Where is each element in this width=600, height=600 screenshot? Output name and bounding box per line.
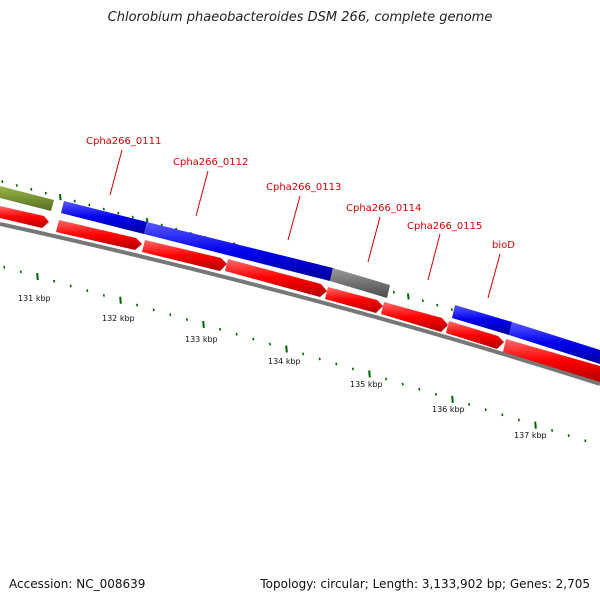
scale-tick bbox=[102, 294, 105, 297]
scale-label-136: 136 kbp bbox=[432, 405, 465, 414]
gene-blue-0111 bbox=[61, 201, 147, 234]
scale-label-133: 133 kbp bbox=[185, 335, 218, 344]
outer-tick bbox=[421, 299, 424, 303]
leader-biod bbox=[487, 253, 501, 299]
scale-tick bbox=[368, 370, 371, 378]
scale-label-132: 132 kbp bbox=[102, 314, 135, 323]
scale-label-134: 134 kbp bbox=[268, 357, 301, 366]
scale-tick bbox=[185, 318, 188, 321]
outer-tick bbox=[1, 180, 4, 183]
outer-tick bbox=[44, 191, 47, 195]
feature-gray-0114 bbox=[330, 268, 390, 298]
scale-tick bbox=[36, 272, 39, 281]
gene-labels: Cpha266_0111 Cpha266_0112 Cpha266_0113 C… bbox=[86, 136, 515, 251]
scale-tick bbox=[53, 279, 56, 283]
outer-tick bbox=[102, 207, 105, 211]
scale-tick bbox=[219, 327, 222, 331]
leader-0115 bbox=[427, 233, 441, 281]
leader-0114 bbox=[367, 216, 381, 263]
outer-tick bbox=[59, 194, 62, 201]
scale-tick bbox=[335, 362, 338, 366]
gene-blue-0112-0113 bbox=[144, 222, 333, 281]
scale-tick bbox=[119, 296, 122, 304]
gene-blue-0115 bbox=[452, 305, 512, 335]
scale-tick bbox=[567, 434, 570, 438]
cds-red-0112 bbox=[142, 240, 227, 271]
scale-tick bbox=[285, 345, 288, 353]
cds-red-0115 bbox=[381, 302, 448, 332]
outer-tick bbox=[73, 199, 76, 203]
gene-label-0112: Cpha266_0112 bbox=[173, 157, 248, 168]
cds-red-0 bbox=[0, 206, 49, 228]
gene-label-0115: Cpha266_0115 bbox=[407, 221, 482, 232]
scale-tick bbox=[418, 387, 421, 391]
scale-tick bbox=[584, 439, 587, 443]
gene-label-0114: Cpha266_0114 bbox=[346, 203, 421, 214]
scale-tick bbox=[86, 289, 89, 293]
feature-track bbox=[0, 186, 600, 382]
outer-tick bbox=[450, 308, 453, 311]
scale-tick bbox=[69, 284, 72, 288]
outer-tick bbox=[407, 293, 410, 300]
scale-tick bbox=[468, 403, 471, 406]
cds-red-biod bbox=[446, 321, 504, 349]
feature-olive bbox=[0, 186, 54, 211]
scale-tick bbox=[401, 382, 404, 386]
scale-tick bbox=[517, 418, 520, 422]
scale-tick bbox=[202, 320, 205, 328]
scale-tick bbox=[19, 270, 22, 274]
scale-tick bbox=[318, 357, 321, 361]
scale-tick bbox=[235, 332, 238, 336]
leader-0111 bbox=[109, 149, 123, 196]
leader-0112 bbox=[195, 170, 209, 217]
outer-tick bbox=[15, 183, 18, 187]
scale-tick bbox=[534, 421, 537, 429]
scale-tick bbox=[351, 367, 354, 371]
gene-label-biod: bioD bbox=[492, 240, 515, 251]
gene-label-0111: Cpha266_0111 bbox=[86, 136, 161, 147]
gene-label-0113: Cpha266_0113 bbox=[266, 182, 341, 193]
scale-tick bbox=[501, 413, 504, 417]
scale-tick bbox=[3, 265, 6, 269]
map-title: Chlorobium phaeobacteroides DSM 266, com… bbox=[107, 10, 493, 25]
scale-tick bbox=[451, 395, 454, 403]
scale-tick bbox=[551, 428, 554, 432]
outer-tick bbox=[30, 187, 33, 191]
scale-tick bbox=[252, 337, 255, 341]
scale-tick bbox=[385, 377, 388, 381]
outer-tick bbox=[392, 290, 395, 294]
scale-tick bbox=[136, 303, 139, 307]
scale-tick bbox=[434, 392, 437, 396]
scale-tick bbox=[268, 342, 271, 346]
cds-red-end bbox=[503, 339, 600, 382]
scale-label-137: 137 kbp bbox=[514, 431, 547, 440]
label-leaders bbox=[109, 149, 501, 299]
scale-label-131: 131 kbp bbox=[18, 294, 51, 303]
scale-labels: 131 kbp 132 kbp 133 kbp 134 kbp 135 kbp … bbox=[18, 294, 547, 440]
scale-label-135: 135 kbp bbox=[350, 380, 383, 389]
accession-text: Accession: NC_008639 bbox=[9, 577, 146, 591]
cds-red-0111 bbox=[56, 220, 142, 250]
scale-tick bbox=[152, 308, 155, 312]
genome-summary-text: Topology: circular; Length: 3,133,902 bp… bbox=[260, 577, 590, 591]
leader-0113 bbox=[287, 195, 301, 241]
cds-red-0113 bbox=[225, 259, 327, 297]
outer-tick bbox=[88, 203, 91, 207]
genome-backbone bbox=[0, 222, 600, 386]
outer-tick bbox=[436, 303, 439, 307]
outer-tick bbox=[117, 211, 120, 215]
cds-red-0114 bbox=[325, 287, 383, 313]
scale-tick bbox=[302, 352, 305, 356]
scale-tick bbox=[484, 408, 487, 412]
gene-blue-biod bbox=[509, 322, 600, 364]
outer-tick bbox=[131, 215, 134, 219]
scale-tick bbox=[169, 313, 172, 317]
scale-tick-ring bbox=[3, 265, 587, 443]
